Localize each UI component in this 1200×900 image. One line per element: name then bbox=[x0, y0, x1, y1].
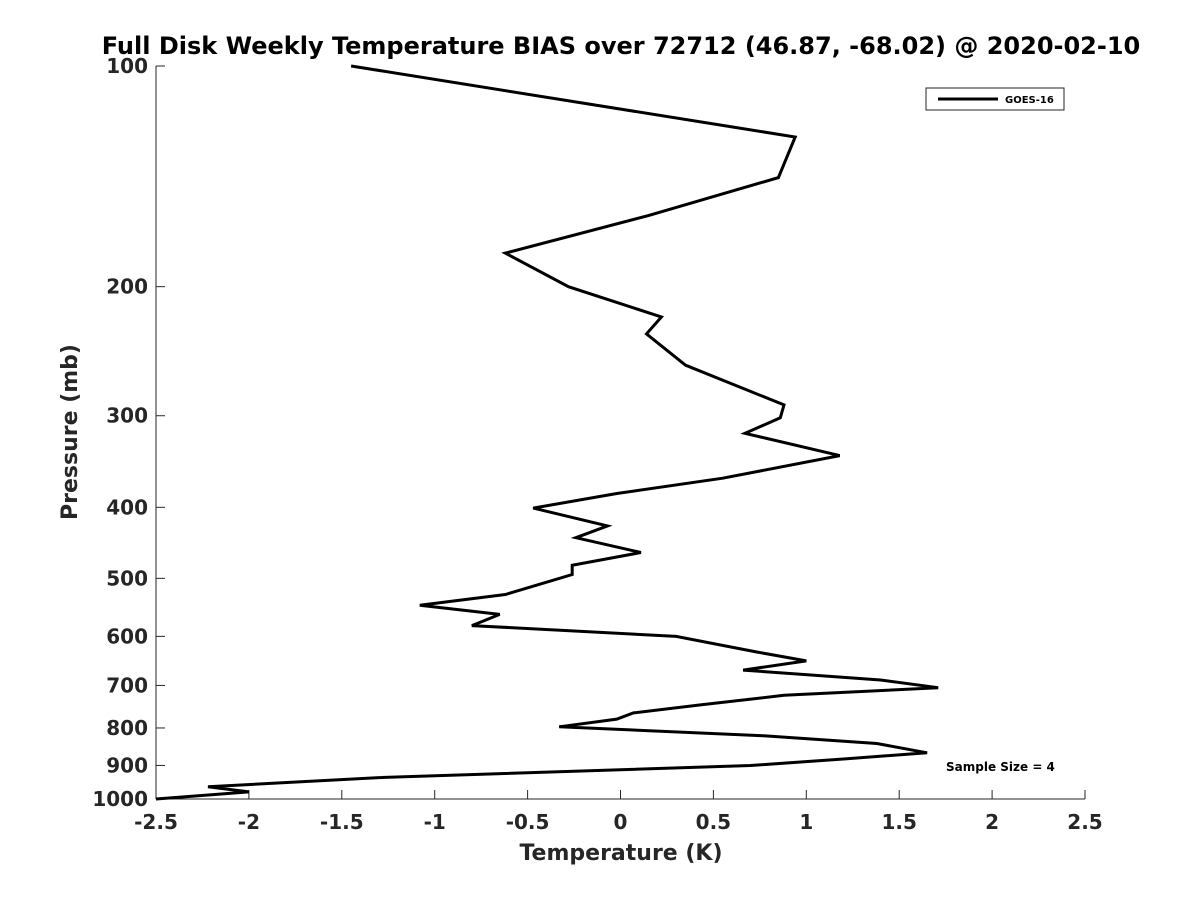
sample-size-annotation: Sample Size = 4 bbox=[946, 760, 1055, 774]
y-tick-label: 700 bbox=[106, 673, 148, 697]
x-tick-label: -2 bbox=[238, 810, 260, 834]
y-tick-label: 400 bbox=[106, 495, 148, 519]
x-tick-label: 0.5 bbox=[696, 810, 731, 834]
y-tick-label: 900 bbox=[106, 753, 148, 777]
series-line-goes-16 bbox=[155, 64, 939, 801]
y-tick-label: 1000 bbox=[92, 787, 148, 811]
x-axis-ticks: -2.5 -2 -1.5 -1 -0.5 0 0.5 1 1.5 2 2.5 bbox=[134, 790, 1103, 834]
y-tick-label: 200 bbox=[106, 275, 148, 299]
x-tick-label: 2 bbox=[985, 810, 999, 834]
x-axis-label: Temperature (K) bbox=[519, 841, 722, 866]
plot-frame bbox=[155, 66, 1085, 800]
x-tick-label: -0.5 bbox=[506, 810, 550, 834]
y-axis-label: Pressure (mb) bbox=[58, 344, 83, 520]
x-tick-label: 1.5 bbox=[881, 810, 916, 834]
x-tick-label: -1 bbox=[424, 810, 446, 834]
x-tick-label: -1.5 bbox=[320, 810, 364, 834]
x-tick-label: 0 bbox=[614, 810, 628, 834]
y-axis-ticks: 100 200 300 400 500 600 700 800 900 1000 bbox=[92, 54, 165, 811]
x-tick-label: 1 bbox=[799, 810, 813, 834]
chart-title: Full Disk Weekly Temperature BIAS over 7… bbox=[102, 32, 1141, 60]
y-tick-label: 600 bbox=[106, 624, 148, 648]
x-tick-label: -2.5 bbox=[134, 810, 178, 834]
y-tick-label: 300 bbox=[106, 404, 148, 428]
y-tick-label: 800 bbox=[106, 716, 148, 740]
series-layer bbox=[155, 64, 939, 801]
y-tick-label: 100 bbox=[106, 54, 148, 78]
legend: GOES-16 bbox=[925, 87, 1065, 111]
x-tick-label: 2.5 bbox=[1067, 810, 1102, 834]
y-tick-label: 500 bbox=[106, 566, 148, 590]
legend-label-goes-16: GOES-16 bbox=[1005, 95, 1054, 106]
